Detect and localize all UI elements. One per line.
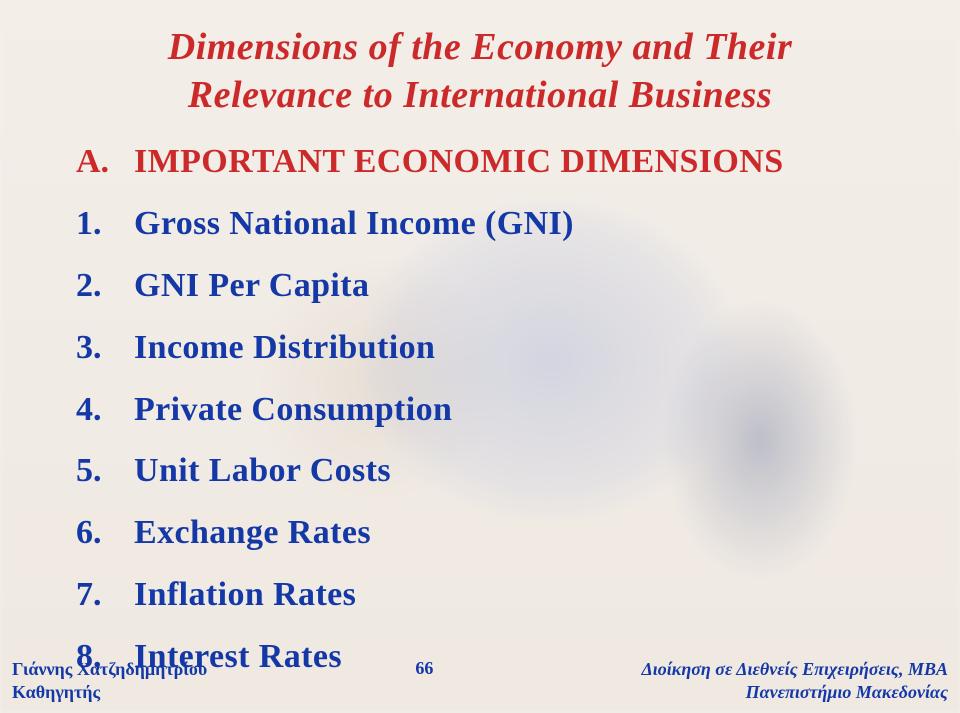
list-item: 1. Gross National Income (GNI) bbox=[76, 201, 890, 247]
item-text: Unit Labor Costs bbox=[134, 448, 391, 494]
list-item: 7. Inflation Rates bbox=[76, 572, 890, 618]
item-marker: 6. bbox=[76, 510, 134, 556]
item-marker: 4. bbox=[76, 387, 134, 433]
list-item: 4. Private Consumption bbox=[76, 387, 890, 433]
title-line-2: Relevance to International Business bbox=[188, 74, 772, 116]
item-text: GNI Per Capita bbox=[134, 263, 369, 309]
footer: Γιάννης Χατζηδημητρίου Καθηγητής 66 Διοί… bbox=[0, 658, 960, 703]
footer-right: Διοίκηση σε Διεθνείς Επιχειρήσεις, MBA Π… bbox=[642, 658, 948, 703]
item-text: Gross National Income (GNI) bbox=[134, 201, 574, 247]
section-text: IMPORTANT ECONOMIC DIMENSIONS bbox=[134, 139, 784, 185]
footer-university: Πανεπιστήμιο Μακεδονίας bbox=[642, 681, 948, 704]
slide: Dimensions of the Economy and Their Rele… bbox=[0, 0, 960, 713]
slide-content: Dimensions of the Economy and Their Rele… bbox=[0, 0, 960, 713]
footer-left: Γιάννης Χατζηδημητρίου Καθηγητής bbox=[12, 658, 207, 703]
item-text: Exchange Rates bbox=[134, 510, 371, 556]
item-marker: 3. bbox=[76, 325, 134, 371]
list-item: 3. Income Distribution bbox=[76, 325, 890, 371]
footer-role: Καθηγητής bbox=[12, 681, 207, 704]
footer-author: Γιάννης Χατζηδημητρίου bbox=[12, 658, 207, 681]
item-text: Private Consumption bbox=[134, 387, 452, 433]
section-marker: A. bbox=[76, 139, 134, 185]
footer-page-number: 66 bbox=[415, 658, 433, 679]
item-marker: 5. bbox=[76, 448, 134, 494]
list-item: 2. GNI Per Capita bbox=[76, 263, 890, 309]
footer-course: Διοίκηση σε Διεθνείς Επιχειρήσεις, MBA bbox=[642, 658, 948, 681]
item-text: Income Distribution bbox=[134, 325, 435, 371]
item-marker: 7. bbox=[76, 572, 134, 618]
list-item: 6. Exchange Rates bbox=[76, 510, 890, 556]
item-marker: 2. bbox=[76, 263, 134, 309]
title-line-1: Dimensions of the Economy and Their bbox=[168, 26, 793, 68]
list-item: 5. Unit Labor Costs bbox=[76, 448, 890, 494]
slide-title: Dimensions of the Economy and Their Rele… bbox=[80, 24, 880, 119]
item-marker: 1. bbox=[76, 201, 134, 247]
section-row: A. IMPORTANT ECONOMIC DIMENSIONS bbox=[76, 139, 890, 185]
item-text: Inflation Rates bbox=[134, 572, 356, 618]
